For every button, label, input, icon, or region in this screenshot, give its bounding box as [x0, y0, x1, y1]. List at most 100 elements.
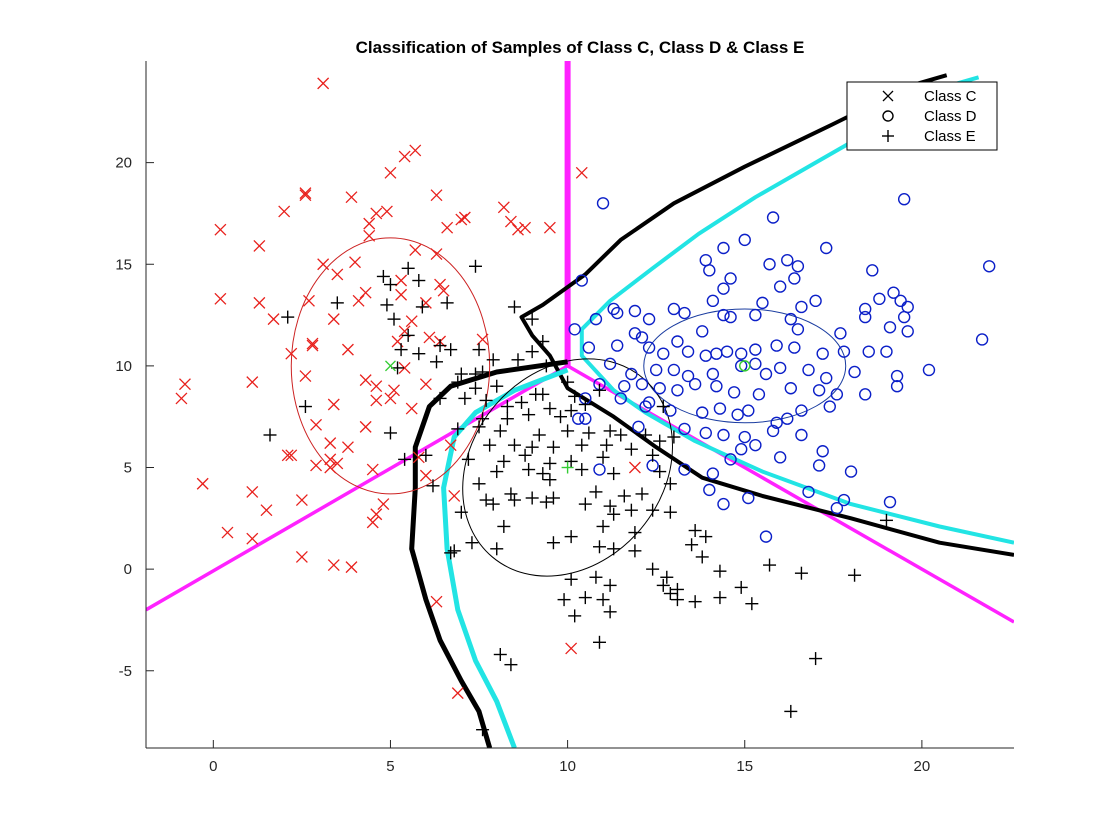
legend-box [846, 81, 998, 151]
data-point [440, 296, 454, 310]
data-point [532, 428, 546, 442]
data-point [699, 426, 712, 440]
data-point [752, 388, 766, 401]
data-point [717, 282, 730, 295]
series-class-e [263, 259, 893, 737]
data-point [770, 416, 783, 429]
data-point [596, 197, 610, 210]
class-mean-point [384, 360, 396, 372]
data-point [660, 570, 674, 584]
data-point [866, 264, 879, 277]
data-point [784, 704, 798, 718]
data-point [859, 310, 872, 324]
data-point [493, 648, 507, 662]
data-point [405, 402, 418, 415]
data-point [883, 495, 897, 509]
data-point [409, 244, 422, 256]
y-tick-label: 5 [124, 460, 132, 477]
covariance-ellipse-1 [290, 237, 491, 495]
data-point [568, 609, 582, 623]
data-point [543, 456, 557, 470]
data-point [901, 325, 914, 338]
data-point [246, 485, 259, 498]
data-point [879, 513, 893, 527]
data-point [717, 241, 730, 255]
data-point [324, 437, 337, 450]
data-point [468, 381, 482, 395]
data-point [603, 424, 617, 438]
data-point [713, 402, 727, 415]
data-point [575, 463, 589, 477]
data-point [465, 536, 479, 550]
data-point [809, 294, 822, 308]
data-point [306, 337, 319, 350]
data-point [756, 296, 769, 310]
data-point [663, 477, 677, 491]
data-point [579, 412, 592, 425]
data-point [600, 438, 614, 452]
data-point [564, 404, 578, 418]
data-point [458, 391, 472, 405]
data-point [589, 570, 603, 584]
data-point [423, 331, 436, 344]
data-point [706, 294, 720, 308]
data-point [678, 306, 691, 320]
data-point [816, 445, 829, 458]
data-point [671, 384, 684, 397]
data-point [500, 412, 514, 426]
data-point [281, 310, 295, 324]
data-point [812, 459, 826, 472]
covariance-ellipse-3 [462, 358, 673, 577]
data-point [607, 507, 621, 521]
data-point [561, 375, 575, 389]
data-point [497, 201, 510, 214]
legend-marker-1 [882, 90, 894, 102]
data-point [352, 294, 365, 307]
data-point [341, 441, 354, 454]
data-point [575, 274, 588, 287]
data-point [575, 438, 589, 452]
data-point [472, 477, 486, 491]
data-point [366, 516, 379, 529]
data-point [401, 261, 415, 275]
data-point [731, 408, 744, 421]
data-point [454, 505, 468, 519]
data-point [603, 357, 617, 371]
data-point [317, 258, 330, 271]
x-tick-label: 20 [914, 758, 931, 775]
data-point [515, 395, 529, 409]
data-point [455, 213, 468, 226]
data-point [504, 215, 517, 228]
data-point [405, 315, 418, 328]
data-point [617, 489, 631, 503]
data-point [642, 312, 656, 326]
data-point [451, 375, 465, 389]
data-point [454, 367, 468, 381]
data-point [830, 501, 844, 515]
data-point [773, 280, 787, 293]
data-point [670, 593, 684, 607]
data-point [458, 211, 471, 224]
data-point [468, 259, 482, 273]
data-point [497, 454, 511, 468]
data-point [628, 544, 642, 558]
data-point [773, 361, 787, 375]
data-point [493, 424, 507, 438]
data-point [324, 461, 337, 474]
data-point [444, 439, 457, 452]
data-point [370, 394, 383, 407]
data-point [880, 345, 893, 358]
data-point [696, 325, 709, 338]
data-point [703, 483, 716, 497]
data-point [546, 491, 560, 505]
data-point [735, 443, 748, 456]
data-point [823, 400, 836, 413]
data-point [370, 380, 383, 393]
data-point [663, 505, 677, 519]
data-point [653, 382, 666, 395]
data-point [299, 370, 312, 383]
y-tick-label: 10 [115, 358, 132, 375]
data-point [345, 191, 358, 204]
data-point [642, 341, 656, 354]
data-point [412, 274, 426, 288]
